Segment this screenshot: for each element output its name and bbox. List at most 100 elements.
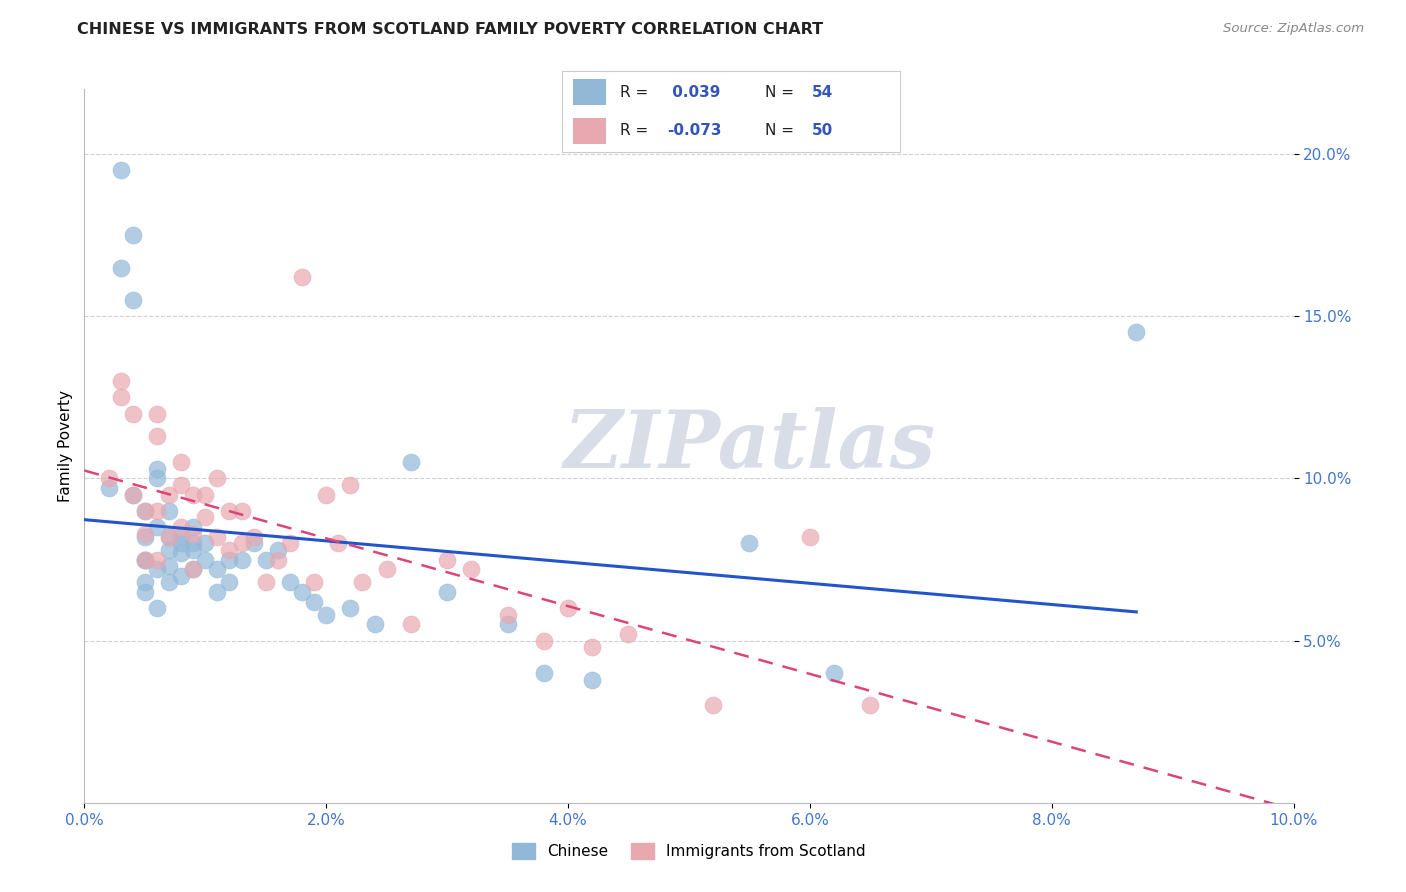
- Point: [218, 575, 240, 590]
- Point: [146, 429, 169, 443]
- Point: [181, 562, 204, 576]
- Text: CHINESE VS IMMIGRANTS FROM SCOTLAND FAMILY POVERTY CORRELATION CHART: CHINESE VS IMMIGRANTS FROM SCOTLAND FAMI…: [77, 22, 824, 37]
- Text: 0.039: 0.039: [666, 85, 720, 100]
- Point: [242, 536, 264, 550]
- Point: [146, 504, 169, 518]
- Point: [121, 407, 143, 421]
- Point: [823, 666, 845, 681]
- Point: [170, 520, 193, 534]
- Point: [291, 270, 314, 285]
- Point: [181, 562, 204, 576]
- Point: [231, 536, 253, 550]
- Point: [170, 455, 193, 469]
- Point: [110, 390, 132, 404]
- Point: [375, 562, 398, 576]
- Point: [496, 607, 519, 622]
- Text: Source: ZipAtlas.com: Source: ZipAtlas.com: [1223, 22, 1364, 36]
- Point: [121, 293, 143, 307]
- Legend: Chinese, Immigrants from Scotland: Chinese, Immigrants from Scotland: [505, 835, 873, 866]
- Point: [267, 542, 290, 557]
- Text: 50: 50: [813, 123, 834, 138]
- Point: [278, 536, 301, 550]
- Point: [254, 552, 277, 566]
- Point: [134, 552, 156, 566]
- Point: [157, 530, 180, 544]
- Point: [207, 530, 229, 544]
- Point: [170, 530, 193, 544]
- Point: [315, 607, 337, 622]
- Point: [302, 575, 325, 590]
- Point: [134, 552, 156, 566]
- Point: [157, 559, 180, 574]
- Point: [97, 481, 120, 495]
- FancyBboxPatch shape: [572, 118, 606, 144]
- Point: [121, 488, 143, 502]
- Point: [134, 552, 156, 566]
- Point: [557, 601, 579, 615]
- Point: [242, 530, 264, 544]
- Point: [328, 536, 350, 550]
- Text: N =: N =: [765, 123, 794, 138]
- Point: [110, 163, 132, 178]
- Point: [157, 488, 180, 502]
- Point: [157, 504, 180, 518]
- Point: [533, 633, 555, 648]
- Point: [218, 504, 240, 518]
- Point: [436, 552, 458, 566]
- Text: -0.073: -0.073: [666, 123, 721, 138]
- Text: R =: R =: [620, 123, 648, 138]
- Point: [533, 666, 555, 681]
- Point: [218, 542, 240, 557]
- Point: [399, 617, 422, 632]
- Point: [181, 542, 204, 557]
- Point: [738, 536, 761, 550]
- Point: [339, 601, 361, 615]
- Point: [581, 640, 603, 654]
- Point: [496, 617, 519, 632]
- Point: [134, 504, 156, 518]
- Point: [146, 520, 169, 534]
- Point: [181, 526, 204, 541]
- Point: [146, 407, 169, 421]
- Point: [254, 575, 277, 590]
- Point: [194, 510, 217, 524]
- Point: [170, 478, 193, 492]
- Point: [460, 562, 482, 576]
- Text: R =: R =: [620, 85, 648, 100]
- Point: [146, 601, 169, 615]
- Point: [278, 575, 301, 590]
- Point: [352, 575, 374, 590]
- Point: [231, 504, 253, 518]
- Point: [157, 530, 180, 544]
- Point: [194, 536, 217, 550]
- Point: [231, 552, 253, 566]
- Point: [97, 471, 120, 485]
- Point: [170, 536, 193, 550]
- Point: [363, 617, 385, 632]
- Point: [134, 530, 156, 544]
- Point: [207, 562, 229, 576]
- Point: [134, 575, 156, 590]
- Point: [581, 673, 603, 687]
- Point: [146, 461, 169, 475]
- Point: [110, 374, 132, 388]
- Point: [218, 552, 240, 566]
- Y-axis label: Family Poverty: Family Poverty: [58, 390, 73, 502]
- Point: [181, 520, 204, 534]
- Point: [436, 585, 458, 599]
- Point: [399, 455, 422, 469]
- Point: [134, 585, 156, 599]
- Point: [110, 260, 132, 275]
- Point: [157, 542, 180, 557]
- Point: [1125, 326, 1147, 340]
- Point: [207, 471, 229, 485]
- Text: ZIPatlas: ZIPatlas: [564, 408, 935, 484]
- Point: [134, 504, 156, 518]
- Point: [121, 228, 143, 243]
- Point: [146, 471, 169, 485]
- Point: [194, 552, 217, 566]
- Point: [194, 488, 217, 502]
- Point: [302, 595, 325, 609]
- Point: [157, 575, 180, 590]
- Point: [170, 546, 193, 560]
